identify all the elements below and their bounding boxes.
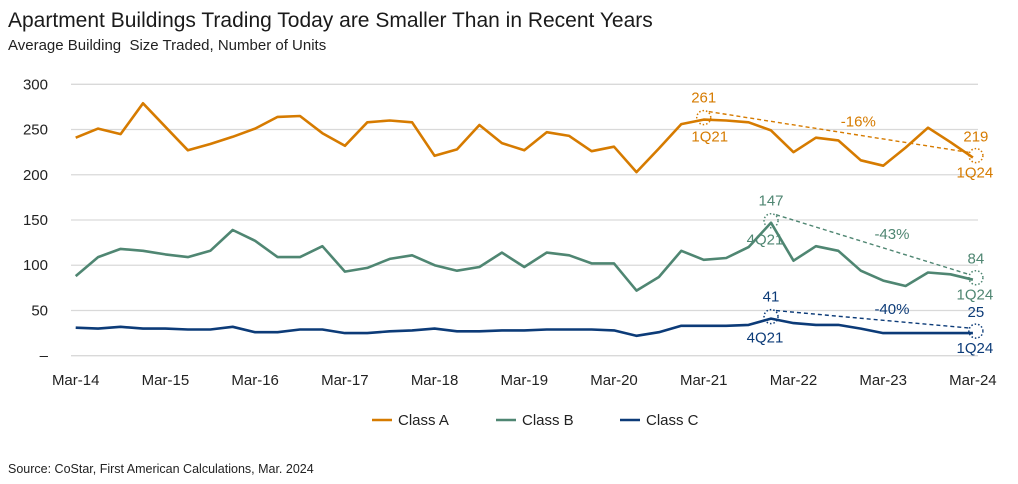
annotation-change: -40% [874, 301, 909, 318]
annotation-value: 41 [763, 289, 780, 306]
y-tick-label: 200 [23, 167, 48, 184]
series-line-class-a [75, 102, 974, 174]
annotation-value: 84 [968, 251, 985, 268]
annotation-period: 1Q24 [957, 165, 994, 182]
series-line-class-c [75, 317, 973, 338]
annotation-value: 25 [968, 304, 985, 321]
x-tick-label: Mar-16 [231, 372, 279, 389]
y-tick-label: 250 [23, 122, 48, 139]
y-tick-label: 100 [23, 257, 48, 274]
y-axis: – 50 100 150 200 250 300 [23, 76, 49, 364]
highlight-circle [968, 147, 984, 164]
trend-dashed-line [708, 110, 971, 154]
trend-dashed-line [775, 214, 971, 276]
legend: Class A Class B Class C [372, 412, 699, 429]
annotation-change: -16% [841, 114, 876, 131]
x-tick-label: Mar-14 [52, 372, 100, 389]
annotation-change: -43% [874, 226, 909, 243]
trend-dashed-line [775, 309, 970, 329]
highlight-circle [695, 109, 712, 126]
source-note: Source: CoStar, First American Calculati… [8, 462, 314, 476]
x-tick-label: Mar-24 [949, 372, 997, 389]
x-tick-label: Mar-23 [859, 372, 907, 389]
y-tick-label: 50 [31, 302, 48, 319]
chart-title: Apartment Buildings Trading Today are Sm… [8, 9, 653, 32]
highlight-circle [763, 212, 779, 229]
annotation-period: 1Q24 [957, 340, 994, 357]
annotation-period: 4Q21 [747, 232, 784, 249]
y-tick-label: 150 [23, 212, 48, 229]
x-tick-label: Mar-19 [501, 372, 549, 389]
chart-subtitle: Average Building Size Traded, Number of … [8, 37, 326, 54]
annotation-value: 147 [759, 193, 784, 210]
x-tick-label: Mar-18 [411, 372, 459, 389]
highlight-circle [763, 308, 779, 325]
annotations: 261 1Q21 219 1Q24 -16% 147 4Q21 84 1Q24 -43% 41 4Q2… [691, 90, 993, 358]
annotation-period: 4Q21 [747, 330, 784, 347]
x-axis: Mar-14 Mar-15 Mar-16 Mar-17 Mar-18 Mar-19 Mar-… [52, 372, 997, 389]
annotation-period: 1Q24 [957, 287, 994, 304]
y-tick-label: 300 [23, 76, 48, 93]
series-lines [74, 102, 974, 338]
highlight-circle [968, 323, 984, 339]
x-tick-label: Mar-22 [770, 372, 818, 389]
series-line-class-b [74, 221, 974, 292]
legend-label: Class A [398, 412, 449, 429]
x-tick-label: Mar-20 [590, 372, 638, 389]
legend-label: Class C [646, 412, 699, 429]
x-tick-label: Mar-15 [142, 372, 190, 389]
annotation-value: 261 [691, 90, 716, 107]
x-tick-label: Mar-17 [321, 372, 369, 389]
annotation-value: 219 [963, 129, 988, 146]
highlight-circle [968, 269, 984, 286]
y-tick-label: – [40, 348, 49, 365]
annotation-period: 1Q21 [691, 129, 728, 146]
legend-label: Class B [522, 412, 574, 429]
gridlines [71, 83, 978, 357]
x-tick-label: Mar-21 [680, 372, 728, 389]
